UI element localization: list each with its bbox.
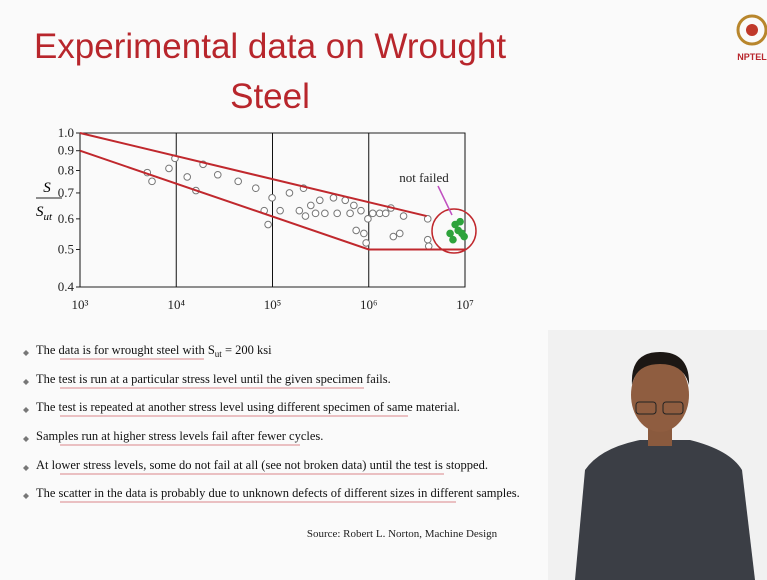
data-point [252, 185, 259, 192]
title-line: Steel [230, 77, 310, 116]
data-point [302, 213, 309, 220]
source: Source: Robert L. Norton, Machine Design [307, 528, 498, 540]
x-tick-label: 10⁷ [456, 297, 474, 312]
bullet-text-part: At lower stress levels, some do not fail… [36, 458, 488, 472]
data-point [312, 210, 319, 217]
title-line: Experimental data on Wrought [34, 27, 506, 66]
bullet-text-part: The test is run at a particular stress l… [36, 372, 391, 386]
y-label-numerator: S [43, 180, 51, 196]
y-tick-label: 0.8 [58, 163, 74, 178]
y-tick-label: 0.6 [58, 211, 75, 226]
annotation: not failed [399, 170, 449, 185]
presenter [548, 330, 767, 580]
page: {"slide": { "title_lines": ["Experimenta… [0, 0, 767, 580]
data-point [382, 210, 389, 217]
data-point [166, 165, 173, 172]
data-point [308, 202, 315, 209]
data-point [361, 230, 368, 237]
data-point [296, 207, 303, 214]
y-tick-label: 0.7 [58, 185, 75, 200]
y-label-subscript: ut [43, 211, 53, 223]
data-point [365, 216, 372, 223]
x-tick-label: 10³ [72, 297, 89, 312]
bullet-text: The data is for wrought steel with Sut =… [36, 343, 272, 359]
data-point [353, 227, 360, 234]
data-point [184, 174, 191, 181]
bullet-text: The scatter in the data is probably due … [36, 486, 520, 500]
bullet-text-part: The test is repeated at another stress l… [36, 400, 460, 414]
data-point [400, 213, 407, 220]
data-point [455, 227, 462, 234]
data-point [334, 210, 341, 217]
bullet-text-part: The data is for wrought steel with S [36, 343, 215, 357]
data-point [450, 236, 457, 243]
bullet-text: The test is run at a particular stress l… [36, 372, 391, 386]
slide: Experimental data on Wrought Steel NPTEL… [0, 0, 767, 580]
y-tick-label: 0.4 [58, 279, 75, 294]
data-point [330, 195, 337, 202]
data-point [390, 233, 397, 240]
shirt [575, 440, 755, 580]
data-point [322, 210, 329, 217]
bullet-text: The test is repeated at another stress l… [36, 400, 460, 414]
data-point [396, 230, 403, 237]
data-point [447, 230, 454, 237]
data-point [363, 240, 370, 247]
bullet-text-part: The scatter in the data is probably due … [36, 486, 520, 500]
x-tick-label: 10⁶ [360, 297, 378, 312]
data-point [316, 197, 323, 204]
data-point [265, 221, 272, 228]
data-point [286, 190, 293, 197]
data-point [269, 195, 276, 202]
data-point [235, 178, 242, 185]
data-point [425, 243, 432, 250]
logo-emblem [746, 24, 758, 36]
data-point [369, 210, 376, 217]
data-point [214, 171, 221, 178]
data-point [358, 207, 365, 214]
x-tick-label: 10⁴ [167, 297, 185, 312]
data-point [457, 218, 464, 225]
x-tick-label: 10⁵ [264, 297, 282, 312]
y-tick-label: 1.0 [58, 125, 74, 140]
logo-text: NPTEL [737, 52, 767, 62]
bullet-text: At lower stress levels, some do not fail… [36, 458, 488, 472]
data-point [351, 202, 358, 209]
data-point [424, 236, 431, 243]
bullet-text: Samples run at higher stress levels fail… [36, 429, 323, 443]
bullet-text-part: = 200 ksi [222, 343, 272, 357]
data-point [277, 207, 284, 214]
data-point [149, 178, 156, 185]
bullet-text-part: Samples run at higher stress levels fail… [36, 429, 323, 443]
y-tick-label: 0.5 [58, 241, 74, 256]
data-point [461, 233, 468, 240]
y-tick-label: 0.9 [58, 143, 74, 158]
data-point [347, 210, 354, 217]
